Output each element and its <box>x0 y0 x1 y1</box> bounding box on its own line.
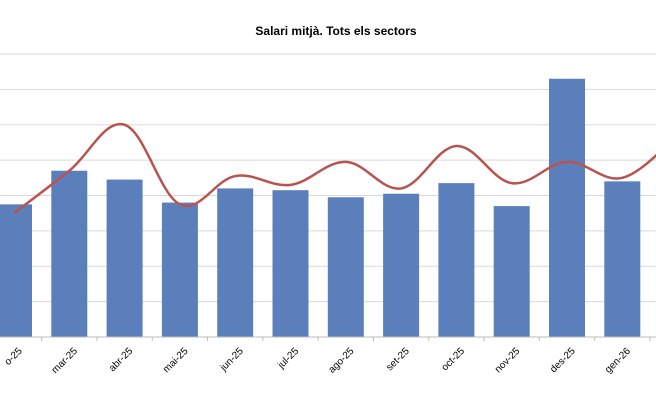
bar <box>217 188 254 337</box>
bar <box>106 179 143 337</box>
bar-series <box>0 78 641 337</box>
bar <box>383 193 420 337</box>
x-tick-label: gen-26 <box>603 346 633 376</box>
x-tick-label: o-25 <box>3 346 25 368</box>
x-tick-label: nov-25 <box>493 346 523 376</box>
x-tick-label: jun-25 <box>218 346 246 374</box>
bar <box>272 190 309 337</box>
x-tick-label: mar-25 <box>50 346 80 376</box>
x-tick-label: set-25 <box>384 346 412 374</box>
line-series <box>13 122 656 215</box>
x-tick-label: abr-25 <box>107 346 136 375</box>
bar <box>161 202 198 337</box>
bar <box>0 204 32 337</box>
x-tick-label: des-25 <box>548 346 578 376</box>
bar <box>549 78 585 337</box>
x-axis-labels: o-25 mar-25 abr-25 mai-25 jun-25 jul-25 ago-25… <box>3 346 634 376</box>
bar <box>604 181 641 337</box>
x-tick-label: jul-25 <box>275 346 301 372</box>
bar <box>493 206 530 337</box>
x-tick-label: oct-25 <box>440 346 468 374</box>
x-tick-label: ago-25 <box>327 346 357 376</box>
bar <box>51 170 88 337</box>
bar <box>327 197 364 337</box>
x-axis-ticks <box>41 337 651 341</box>
bar <box>438 183 475 337</box>
chart-title: Salari mitjà. Tots els sectors <box>255 24 417 38</box>
x-tick-label: mai-25 <box>161 346 191 376</box>
